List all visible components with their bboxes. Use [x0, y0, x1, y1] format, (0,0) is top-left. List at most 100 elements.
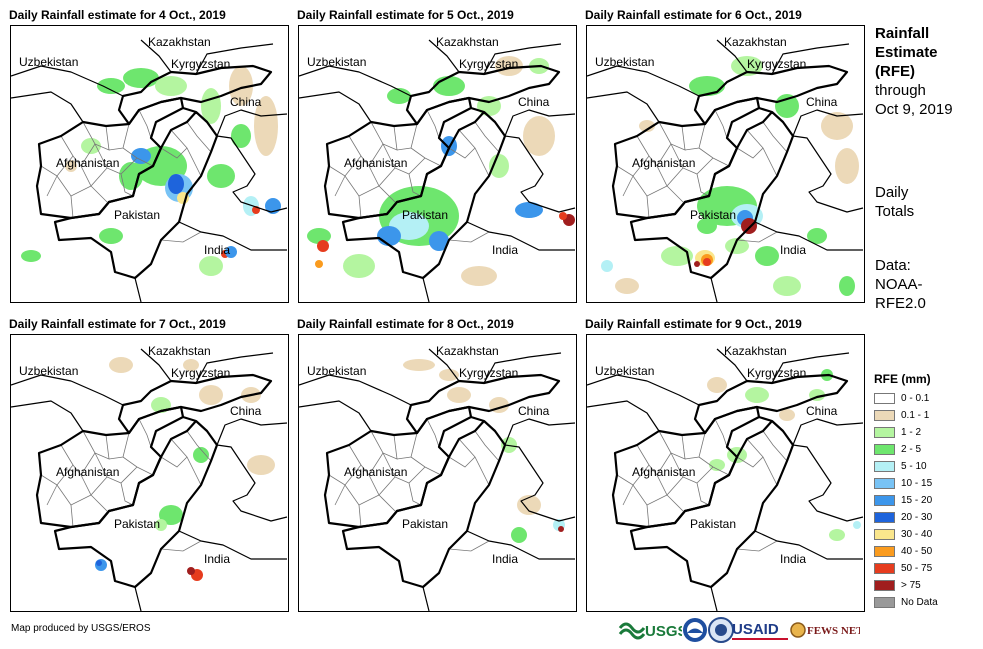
country-label-kazakhstan: Kazakhstan [436, 35, 499, 49]
map-panel: Daily Rainfall estimate for 7 Oct., 2019… [9, 317, 290, 617]
country-label-kyrgyzstan: Kyrgyzstan [459, 366, 519, 380]
rainfall-patch [155, 76, 187, 96]
rainfall-map [299, 348, 576, 611]
panel-title: Daily Rainfall estimate for 9 Oct., 2019 [585, 317, 802, 331]
panel-title: Daily Rainfall estimate for 6 Oct., 2019 [585, 8, 802, 22]
legend-item: 15 - 20 [874, 493, 974, 510]
legend-item: 10 - 15 [874, 476, 974, 493]
rainfall-patch [307, 228, 331, 244]
country-label-uzbekistan: Uzbekistan [19, 364, 79, 378]
rainfall-patch [168, 174, 184, 194]
country-label-kyrgyzstan: Kyrgyzstan [747, 366, 807, 380]
rainfall-patch [99, 228, 123, 244]
rainfall-patch [755, 246, 779, 266]
rainfall-patch [853, 521, 861, 529]
rainfall-patch [387, 88, 411, 104]
country-label-india: India [204, 552, 231, 566]
rainfall-patch [109, 357, 133, 373]
legend-item: 0 - 0.1 [874, 391, 974, 408]
afghanistan-border [611, 96, 761, 220]
rainfall-map [299, 39, 576, 302]
province-boundary [186, 430, 212, 462]
rainfall-patch [559, 212, 567, 220]
map-panel: Daily Rainfall estimate for 5 Oct., 2019… [297, 8, 578, 308]
map-panel: Daily Rainfall estimate for 6 Oct., 2019… [585, 8, 866, 308]
legend-item: 1 - 2 [874, 425, 974, 442]
province-boundary [458, 129, 490, 177]
legend-item: 50 - 75 [874, 561, 974, 578]
province-boundary [736, 147, 764, 159]
province-boundary [46, 175, 58, 197]
legend-title: RFE (mm) [874, 372, 931, 386]
map-panel: Daily Rainfall estimate for 8 Oct., 2019… [297, 317, 578, 617]
kyrgyzstan-border [405, 64, 561, 126]
rainfall-patch [697, 218, 717, 234]
legend-label: 0 - 0.1 [901, 393, 930, 404]
rainfall-patch [433, 76, 465, 96]
legend-swatch [874, 478, 895, 489]
china-india-border [504, 109, 576, 213]
rainfall-patch [694, 261, 700, 267]
legend-swatch [874, 495, 895, 506]
rainfall-patch [21, 250, 41, 262]
rainfall-patch [229, 66, 253, 106]
rainfall-patch [429, 231, 449, 251]
rainfall-patch [689, 76, 725, 96]
rainfall-patch [745, 387, 769, 403]
country-label-kazakhstan: Kazakhstan [148, 344, 211, 358]
usgs-logo-text: USGS [645, 623, 682, 640]
country-label-afghanistan: Afghanistan [56, 465, 120, 479]
rainfall-patch [839, 276, 855, 296]
province-boundary [666, 494, 684, 512]
country-label-afghanistan: Afghanistan [632, 465, 696, 479]
credit-text: Map produced by USGS/EROS [11, 623, 151, 634]
rainfall-patch [615, 278, 639, 294]
province-boundary [358, 504, 362, 528]
province-boundary [122, 456, 154, 476]
rainfall-patch [199, 385, 223, 405]
province-boundary [382, 434, 398, 460]
legend-item: 2 - 5 [874, 442, 974, 459]
province-boundary [426, 109, 440, 139]
usaid-logo: USAID [732, 621, 788, 640]
country-label-india: India [492, 243, 519, 257]
province-boundary [108, 432, 130, 460]
afghanistan-border [35, 96, 185, 220]
province-boundary [666, 185, 684, 203]
china-india-border [792, 109, 864, 213]
rainfall-patch [199, 256, 223, 276]
kyrgyzstan-border [117, 64, 273, 126]
daily-line: Totals [875, 203, 915, 220]
legend-label: 20 - 30 [901, 512, 933, 523]
rainfall-patch [96, 560, 102, 566]
country-label-pakistan: Pakistan [402, 208, 449, 222]
legend-label: 1 - 2 [901, 427, 922, 438]
rainfall-patch [461, 266, 497, 286]
legend-label: 10 - 15 [901, 478, 933, 489]
uzbekistan-border [299, 65, 412, 123]
uzbekistan-border [11, 374, 124, 432]
rainfall-patch [207, 164, 235, 188]
province-boundary [746, 129, 778, 177]
country-label-china: China [518, 95, 550, 109]
panel-title: Daily Rainfall estimate for 4 Oct., 2019 [9, 8, 226, 22]
province-boundary [448, 456, 476, 468]
country-label-india: India [780, 552, 807, 566]
rainfall-patch [779, 409, 795, 421]
rainfall-patch [489, 154, 509, 178]
rainfall-patch [835, 148, 859, 184]
legend-item: 0.1 - 1 [874, 408, 974, 425]
pakistan-border [629, 415, 795, 589]
province-boundary [670, 125, 686, 151]
afghanistan-border [323, 96, 473, 220]
kazakhstan-border [140, 348, 274, 384]
province-boundary [56, 175, 92, 197]
legend-swatch [874, 410, 895, 421]
map-panel: Daily Rainfall estimate for 4 Oct., 2019… [9, 8, 290, 308]
map-frame: Uzbekistan Kazakhstan Kyrgyzstan China Afgha… [586, 25, 865, 303]
usaid-logo-text: USAID [732, 621, 779, 638]
pakistan-border [53, 415, 219, 589]
province-boundary [94, 143, 138, 175]
rfe-title-line: (RFE) [875, 63, 915, 80]
rainfall-patch [343, 254, 375, 278]
